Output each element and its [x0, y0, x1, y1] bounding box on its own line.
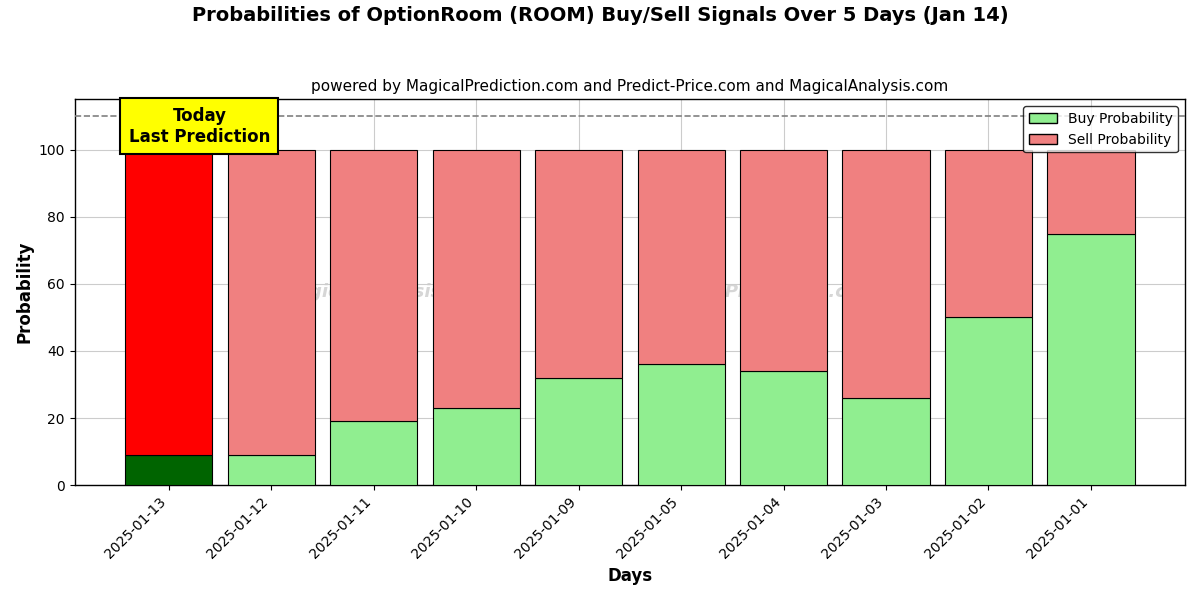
Bar: [125, 149, 212, 455]
Legend: Buy Probability, Sell Probability: Buy Probability, Sell Probability: [1024, 106, 1178, 152]
Bar: [637, 149, 725, 364]
Bar: [740, 149, 827, 371]
Text: MagicalAnalysis.com: MagicalAnalysis.com: [280, 283, 491, 301]
Y-axis label: Probability: Probability: [16, 241, 34, 343]
Bar: [842, 149, 930, 398]
X-axis label: Days: Days: [607, 567, 653, 585]
Bar: [944, 317, 1032, 485]
Bar: [432, 149, 520, 408]
Bar: [535, 149, 622, 378]
Bar: [637, 364, 725, 485]
Bar: [228, 455, 314, 485]
Bar: [330, 149, 418, 421]
Bar: [432, 408, 520, 485]
Bar: [125, 455, 212, 485]
Bar: [228, 149, 314, 455]
Bar: [330, 421, 418, 485]
Bar: [535, 378, 622, 485]
Bar: [842, 398, 930, 485]
Bar: [1048, 233, 1134, 485]
Bar: [1048, 149, 1134, 233]
Title: powered by MagicalPrediction.com and Predict-Price.com and MagicalAnalysis.com: powered by MagicalPrediction.com and Pre…: [311, 79, 948, 94]
Text: MagicalPrediction.com: MagicalPrediction.com: [648, 283, 878, 301]
Bar: [944, 149, 1032, 317]
Bar: [740, 371, 827, 485]
Text: Today
Last Prediction: Today Last Prediction: [128, 107, 270, 146]
Text: Probabilities of OptionRoom (ROOM) Buy/Sell Signals Over 5 Days (Jan 14): Probabilities of OptionRoom (ROOM) Buy/S…: [192, 6, 1008, 25]
